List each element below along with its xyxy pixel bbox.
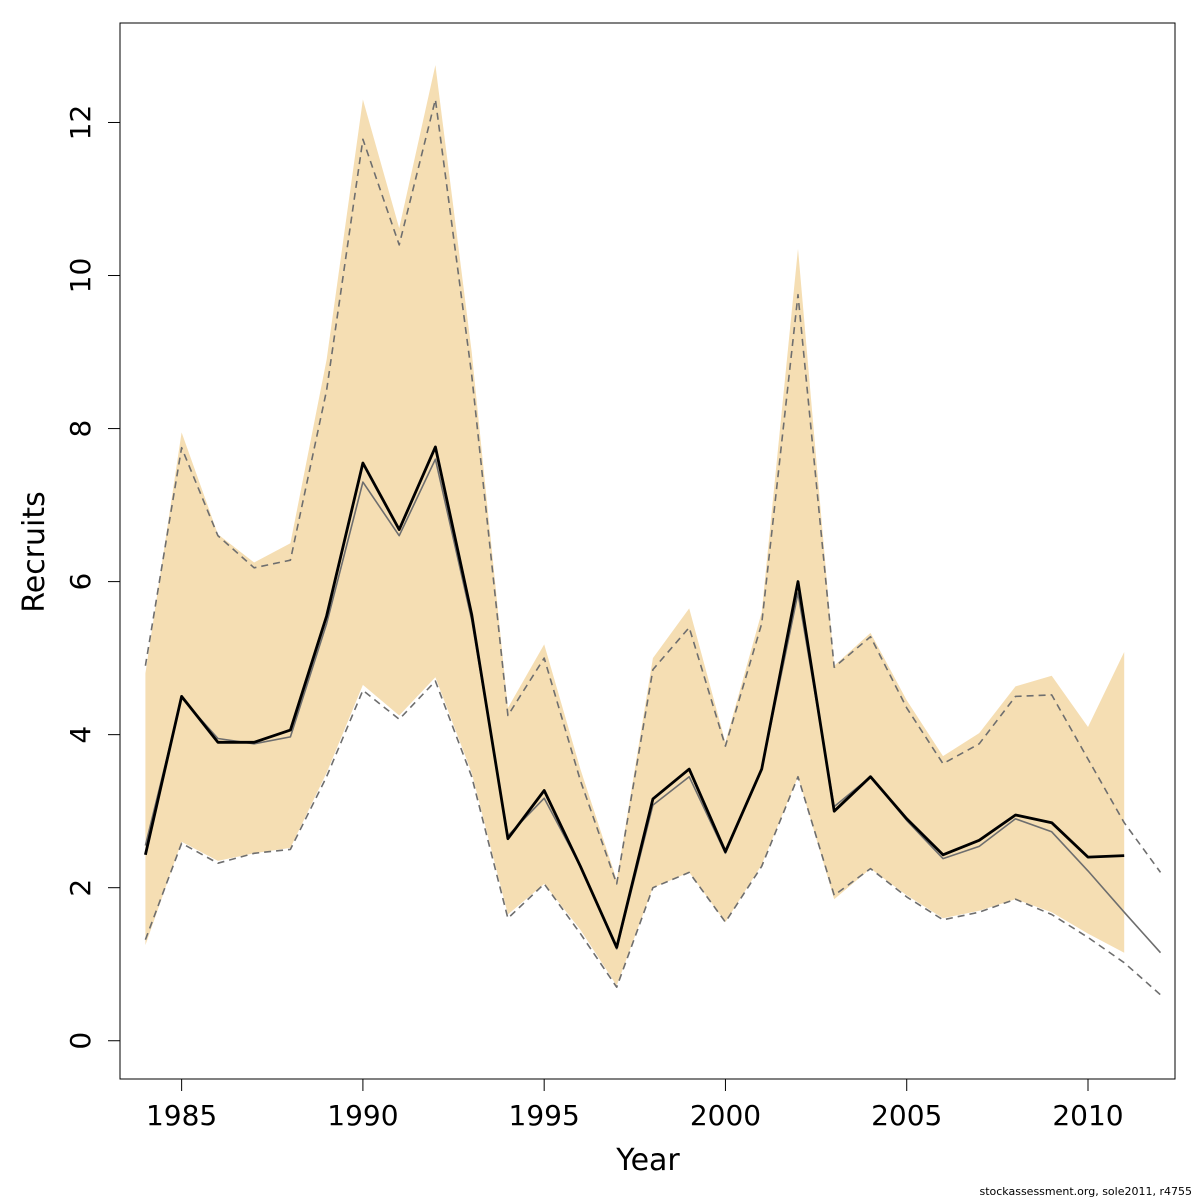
y-axis-title: Recruits: [17, 491, 52, 613]
confidence-band: [145, 65, 1125, 986]
axes: 1985 1990 1995 2000 2005 2010 0 2 4 6 8 10 12: [64, 22, 1176, 1132]
plot-area: [144, 65, 1162, 996]
y-tick-label: 4: [64, 726, 97, 744]
x-tick-label: 1995: [509, 1099, 580, 1132]
y-tick-label: 2: [64, 879, 97, 897]
series-line-dashed-upper: [144, 98, 1162, 885]
y-tick-label: 12: [64, 105, 97, 141]
x-tick-label: 2000: [690, 1099, 761, 1132]
credit-text: stockassessment.org, sole2011, r4755: [979, 1185, 1192, 1198]
x-tick-label: 1985: [146, 1099, 217, 1132]
x-tick-label: 1990: [327, 1099, 398, 1132]
series-line-solid-grey: [144, 458, 1162, 954]
x-tick-label: 2005: [871, 1099, 942, 1132]
y-tick-label: 8: [64, 420, 97, 438]
plot-content: [144, 65, 1162, 996]
series-line-dashed-lower: [144, 680, 1162, 996]
series-line-solid-bold: [144, 445, 1125, 949]
x-axis-title: Year: [615, 1143, 680, 1178]
y-tick-label: 10: [64, 258, 97, 294]
y-tick-label: 0: [64, 1032, 97, 1050]
y-tick-label: 6: [64, 573, 97, 591]
x-tick-label: 2010: [1052, 1099, 1123, 1132]
